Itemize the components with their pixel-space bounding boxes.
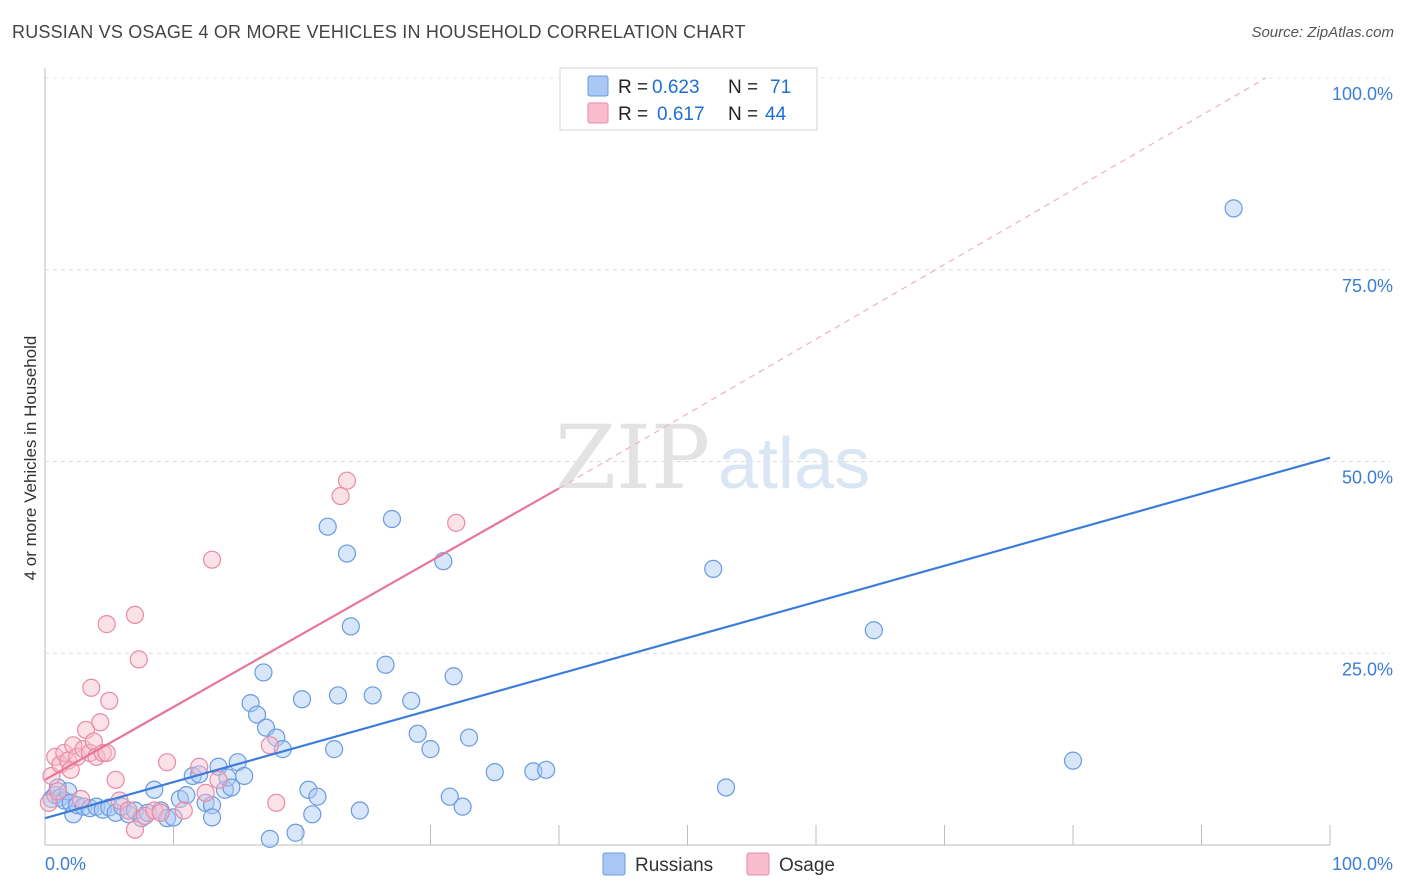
legend-swatch-russians [587, 75, 609, 97]
point-osage-8 [64, 736, 83, 755]
bottom-legend-label-osage: Osage [779, 855, 835, 876]
x-tick-labels: 0.0% 100.0% [45, 854, 1393, 874]
point-russians-52 [337, 544, 357, 563]
point-osage-24 [119, 801, 138, 820]
y-axis-title: 4 or more Vehicles in Household [21, 336, 40, 581]
legend-n-label-russians: N = [728, 77, 758, 98]
point-osage-40 [337, 471, 357, 490]
point-russians-60 [421, 740, 440, 759]
bottom-legend-swatch-osage [746, 852, 770, 876]
y-tick-label-2: 75.0% [1342, 276, 1393, 296]
legend-n-label-osage: N = [728, 104, 758, 125]
point-russians-46 [299, 780, 318, 799]
point-russians-73 [1224, 199, 1243, 218]
y-tick-labels: 25.0% 50.0% 75.0% 100.0% [1332, 84, 1393, 679]
legend-n-value-osage: 44 [765, 104, 787, 125]
legend-r-value-russians: 0.623 [652, 77, 700, 98]
point-russians-36 [235, 766, 254, 786]
point-osage-32 [174, 801, 193, 820]
series-russians [42, 199, 1243, 848]
point-russians-54 [350, 801, 369, 820]
point-osage-25 [125, 605, 145, 625]
point-osage-26 [125, 820, 145, 839]
point-russians-38 [247, 705, 267, 724]
point-russians-69 [704, 559, 723, 578]
point-russians-50 [325, 740, 344, 759]
chart-title: RUSSIAN VS OSAGE 4 OR MORE VEHICLES IN H… [12, 22, 746, 42]
point-russians-41 [260, 829, 279, 848]
point-russians-44 [286, 823, 305, 842]
bottom-legend-swatch-russians [602, 852, 626, 876]
point-russians-61 [434, 552, 453, 571]
legend-r-label-russians: R = [618, 77, 648, 98]
point-russians-70 [716, 778, 736, 797]
point-osage-36 [209, 770, 228, 789]
point-osage-34 [196, 783, 215, 802]
trendline-osage [44, 487, 560, 781]
axes [44, 68, 1331, 846]
point-russians-71 [864, 621, 883, 640]
point-russians-65 [459, 728, 479, 747]
watermark-atlas: atlas [718, 424, 870, 504]
trendline-extension-osage [558, 77, 1267, 489]
source-label: Source: ZipAtlas.com [1251, 24, 1394, 41]
point-russians-58 [402, 691, 421, 710]
point-russians-63 [444, 667, 463, 686]
correlation-legend: R = 0.623 N = 71 R = 0.617 N = 44 [559, 67, 818, 131]
watermark: ZIP atlas [555, 406, 870, 509]
point-osage-22 [106, 770, 125, 789]
legend-swatch-osage [587, 102, 609, 124]
point-osage-27 [129, 650, 148, 669]
point-osage-10 [71, 789, 91, 809]
point-russians-37 [241, 694, 260, 713]
point-osage-20 [97, 615, 116, 634]
point-russians-48 [308, 787, 327, 806]
point-russians-56 [376, 655, 395, 674]
point-osage-35 [202, 550, 222, 569]
point-russians-64 [453, 797, 472, 816]
point-osage-37 [260, 736, 279, 755]
point-russians-51 [328, 686, 348, 705]
point-russians-49 [318, 517, 337, 536]
y-tick-label-0: 25.0% [1342, 659, 1393, 679]
legend-n-value-russians: 71 [770, 77, 791, 98]
y-tick-label-1: 50.0% [1342, 468, 1393, 488]
point-osage-28 [136, 806, 155, 825]
point-russians-39 [254, 663, 273, 682]
point-osage-39 [331, 486, 350, 506]
series-legend: Russians Osage [602, 852, 835, 876]
bottom-legend-label-russians: Russians [635, 855, 713, 876]
point-russians-59 [408, 724, 427, 743]
point-osage-21 [100, 691, 119, 710]
trendline-russians [44, 456, 1331, 820]
trendlines [44, 77, 1331, 820]
y-tick-label-3: 100.0% [1332, 84, 1393, 104]
point-russians-30 [202, 808, 222, 827]
point-russians-57 [382, 509, 402, 529]
legend-r-value-osage: 0.617 [657, 104, 705, 125]
point-russians-66 [485, 763, 504, 782]
point-osage-41 [447, 513, 466, 532]
series-osage [39, 471, 466, 839]
x-tick-label-0: 0.0% [45, 854, 86, 874]
point-osage-17 [91, 713, 110, 732]
point-russians-55 [363, 686, 382, 705]
point-russians-47 [303, 805, 322, 824]
legend-r-label-osage: R = [618, 104, 648, 125]
point-osage-14 [82, 678, 101, 697]
point-russians-25 [177, 786, 196, 805]
point-russians-68 [537, 760, 556, 779]
point-russians-53 [341, 617, 360, 636]
watermark-zip: ZIP [555, 406, 710, 509]
x-tick-label-1: 100.0% [1332, 854, 1393, 874]
point-osage-31 [157, 753, 177, 772]
point-osage-3 [48, 782, 67, 801]
point-russians-62 [440, 787, 459, 806]
point-osage-30 [151, 803, 170, 822]
point-russians-72 [1063, 751, 1083, 770]
point-russians-45 [292, 690, 312, 709]
point-osage-38 [267, 793, 286, 812]
